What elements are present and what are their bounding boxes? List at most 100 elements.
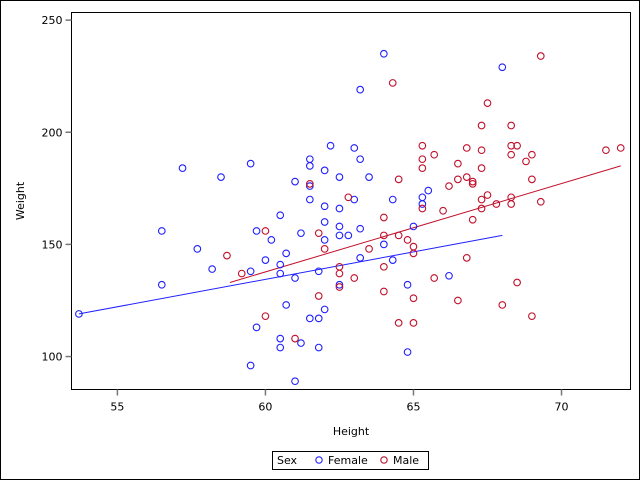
male-point [314, 229, 323, 238]
male-point [513, 278, 521, 287]
female-point [356, 155, 365, 164]
female-point [314, 343, 323, 352]
male-point [335, 283, 344, 291]
male-point [305, 179, 314, 188]
female-point [291, 274, 299, 282]
male-point [513, 141, 521, 150]
male-point [394, 175, 403, 184]
male-point [616, 144, 625, 152]
female-point [252, 323, 261, 332]
female-point [305, 162, 314, 170]
y-axis: 100 150 200 250 [42, 14, 72, 364]
male-point [462, 144, 471, 152]
male-point [602, 146, 610, 155]
y-tick-label: 250 [42, 14, 63, 27]
male-point [477, 204, 486, 213]
female-point [320, 166, 329, 175]
male-regression-line [229, 165, 621, 284]
female-point [276, 260, 285, 269]
regression-lines [78, 165, 621, 315]
female-point [403, 280, 412, 289]
female-point [320, 305, 329, 314]
x-tick-label: 65 [406, 401, 420, 414]
male-point [409, 249, 418, 258]
male-point [528, 150, 536, 159]
female-point [350, 144, 359, 152]
plot-frame [71, 12, 631, 390]
male-point [261, 312, 270, 321]
male-point [430, 274, 439, 282]
male-point [380, 231, 388, 240]
male-point [380, 287, 388, 296]
female-point [297, 339, 305, 347]
male-point [403, 236, 412, 244]
y-tick-label: 200 [42, 126, 63, 139]
male-point [418, 204, 427, 213]
female-point [178, 164, 187, 172]
female-point [409, 222, 418, 231]
female-point [276, 269, 285, 278]
male-point [418, 155, 427, 164]
female-point [365, 173, 373, 181]
legend-box [272, 451, 429, 470]
female-point [297, 229, 305, 238]
male-point [462, 254, 471, 262]
male-point [418, 141, 427, 150]
male-point [468, 177, 477, 186]
female-point [320, 202, 329, 211]
female-point [380, 49, 388, 58]
male-point [498, 301, 507, 309]
female-point [75, 310, 83, 318]
male-point [439, 206, 447, 215]
x-tick-label: 70 [555, 401, 569, 414]
male-point [409, 242, 418, 251]
male-point [344, 193, 353, 202]
female-point [356, 224, 365, 233]
female-point [388, 195, 397, 204]
female-point [208, 265, 216, 273]
male-point [507, 150, 516, 159]
male-point [418, 164, 427, 172]
female-point [335, 204, 344, 213]
male-point [320, 245, 329, 253]
female-point [335, 173, 344, 181]
male-point [380, 262, 388, 271]
male-point [477, 164, 486, 172]
female-point [276, 334, 285, 343]
female-point [276, 211, 285, 220]
male-point [507, 121, 516, 130]
male-point [409, 294, 418, 303]
female-point [335, 231, 344, 240]
male-point [477, 195, 486, 204]
male-point [388, 79, 397, 87]
male-point [430, 150, 439, 159]
female-point [291, 177, 299, 186]
male-point [291, 334, 299, 343]
female-point [157, 280, 166, 289]
x-tick-label: 60 [258, 401, 272, 414]
x-tick-label: 55 [110, 401, 124, 414]
x-axis-label: Height [333, 425, 370, 438]
legend: Sex Female Male [272, 451, 429, 470]
female-point [276, 343, 285, 352]
female-point [217, 173, 225, 181]
female-point [418, 200, 427, 208]
legend-male-label: Male [393, 454, 419, 467]
male-point [454, 159, 462, 168]
female-point [305, 314, 314, 323]
female-point [246, 159, 255, 168]
female-regression-line [78, 234, 503, 315]
female-point [335, 280, 344, 289]
male-point [335, 262, 344, 271]
male-point [365, 245, 373, 253]
male-point [507, 193, 516, 202]
female-point [261, 256, 270, 264]
female-point [305, 195, 314, 204]
female-point [193, 245, 202, 253]
female-point [326, 141, 335, 150]
female-point [424, 186, 433, 195]
male-point [492, 200, 501, 208]
male-point [350, 274, 359, 282]
male-point [223, 251, 231, 260]
